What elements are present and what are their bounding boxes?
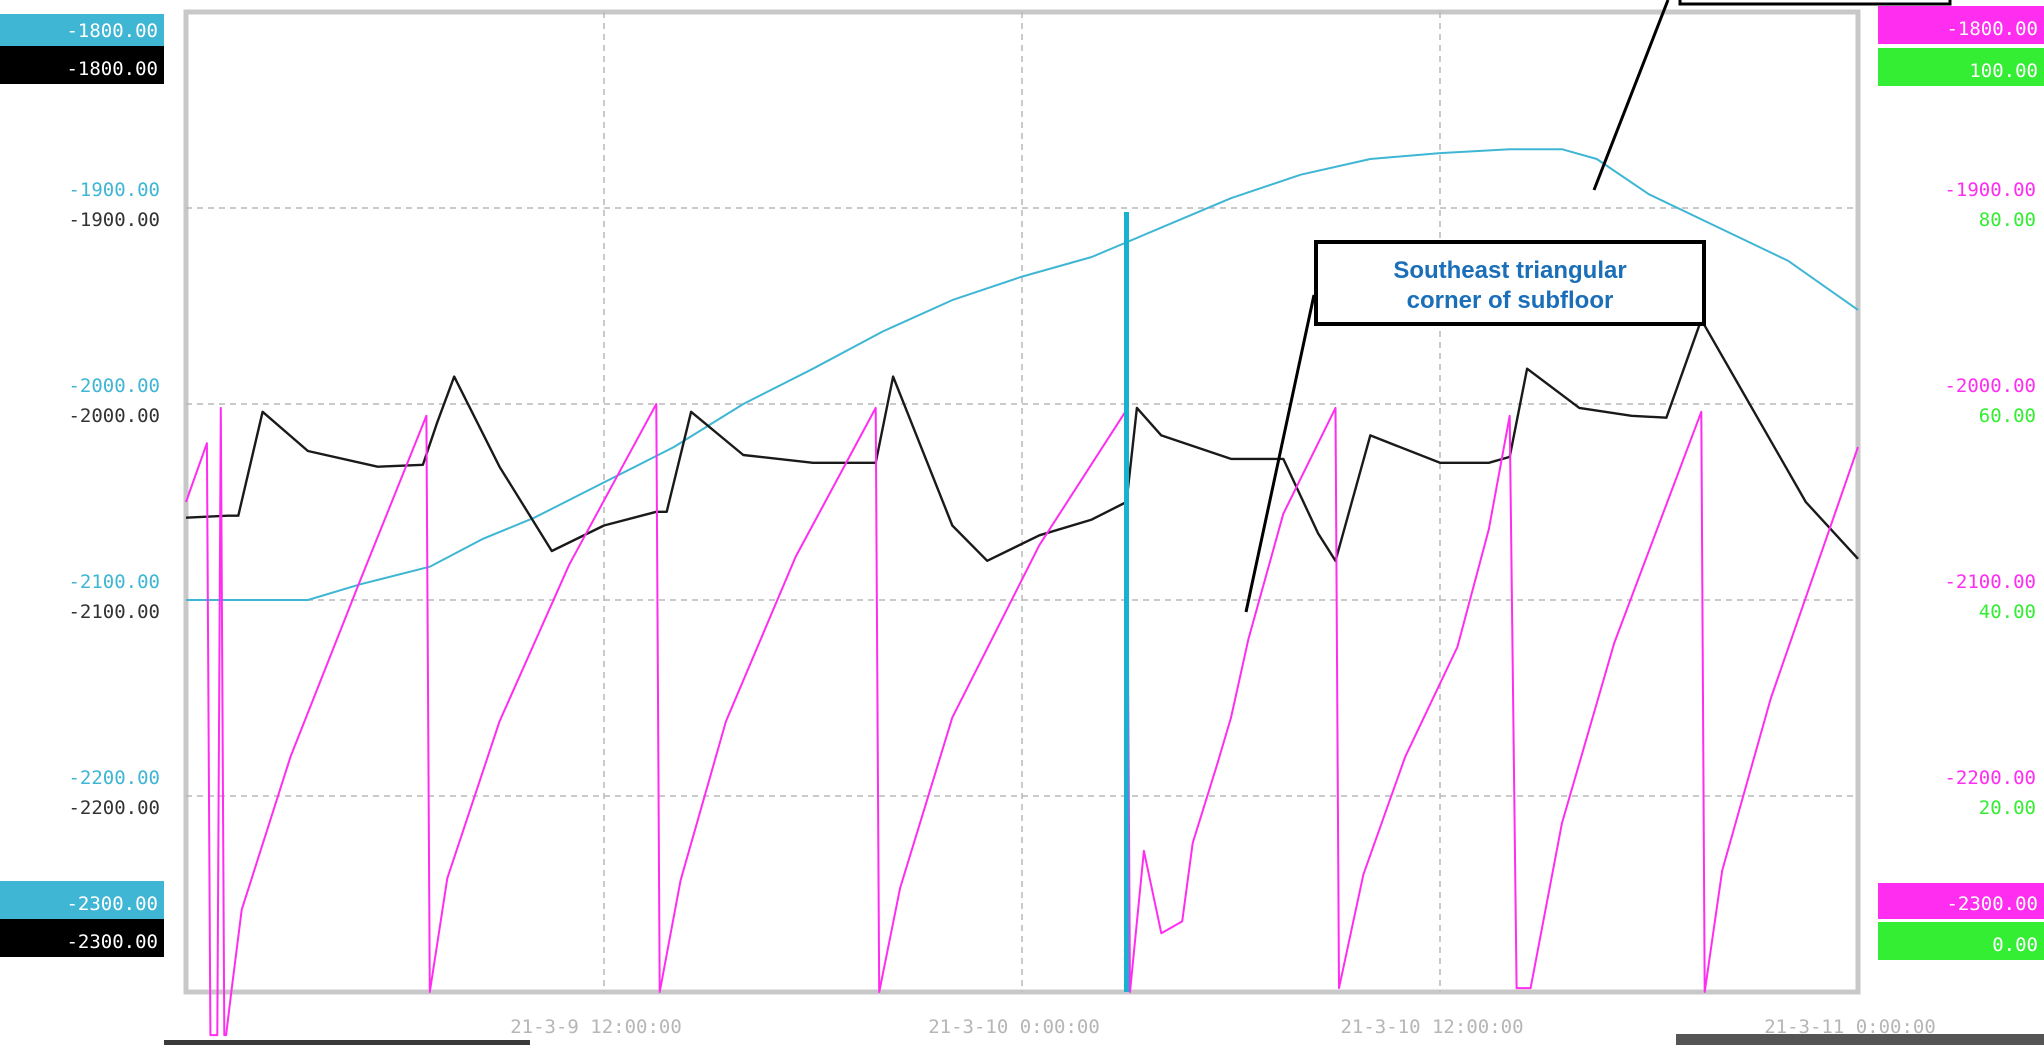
left-axis-bottom-black-box <box>0 919 164 957</box>
left-tick-label-black: -2000.00 <box>68 405 160 427</box>
right-axis-bottom-magenta-box <box>1878 883 2044 919</box>
annotation-box-southeast <box>1314 240 1706 326</box>
right-tick-label-green: 60.00 <box>1979 405 2036 427</box>
right-axis-top-green-box <box>1878 48 2044 86</box>
left-axis-bottom-cyan-box <box>0 881 164 919</box>
left-axis-top-black-box <box>0 46 164 84</box>
right-axis-top-magenta-box <box>1878 6 2044 44</box>
right-axis-bottom-magenta: -2300.00 <box>1946 893 2038 915</box>
right-axis-top-green: 100.00 <box>1969 60 2038 82</box>
left-tick-label-black: -2200.00 <box>68 797 160 819</box>
bottom-scrollbar-left <box>164 1040 530 1045</box>
left-axis-bottom-cyan: -2300.00 <box>66 893 158 915</box>
right-tick-label-magenta: -2200.00 <box>1944 767 2036 789</box>
x-tick-label: 21-3-11 0:00:00 <box>1764 1016 1936 1038</box>
series-line-black <box>185 318 1859 562</box>
series-line-cyan <box>186 148 1859 601</box>
right-tick-label-green: 40.00 <box>1979 601 2036 623</box>
annotation-leader-southeast <box>1244 294 1316 613</box>
bottom-scrollbar-right <box>1676 1034 2044 1045</box>
right-axis-bottom-green: 0.00 <box>1992 934 2038 956</box>
right-axis-bottom-green-box <box>1878 922 2044 960</box>
x-tick-label: 21-3-10 12:00:00 <box>1340 1016 1523 1038</box>
annotation-box-top-partial <box>1678 0 1952 6</box>
left-tick-label-cyan: -2000.00 <box>68 375 160 397</box>
right-tick-label-magenta: -1900.00 <box>1944 179 2036 201</box>
left-axis-top-cyan-box <box>0 14 164 46</box>
x-tick-label: 21-3-10 0:00:00 <box>928 1016 1100 1038</box>
right-tick-label-magenta: -2000.00 <box>1944 375 2036 397</box>
left-tick-label-cyan: -1900.00 <box>68 179 160 201</box>
annotation-text-line: corner of subfloor <box>1407 287 1614 314</box>
x-tick-label: 21-3-9 12:00:00 <box>510 1016 682 1038</box>
annotation-text-line: Southeast triangular <box>1393 257 1626 284</box>
left-axis-top-cyan: -1800.00 <box>66 20 158 42</box>
annotation-leader-top <box>1592 0 1670 191</box>
series-line-magenta <box>185 403 1859 1037</box>
right-tick-label-magenta: -2100.00 <box>1944 571 2036 593</box>
right-axis-top-magenta: -1800.00 <box>1946 18 2038 40</box>
left-tick-label-cyan: -2200.00 <box>68 767 160 789</box>
left-tick-label-cyan: -2100.00 <box>68 571 160 593</box>
left-tick-label-black: -1900.00 <box>68 209 160 231</box>
right-tick-label-green: 80.00 <box>1979 209 2036 231</box>
right-tick-label-green: 20.00 <box>1979 797 2036 819</box>
left-axis-top-black: -1800.00 <box>66 58 158 80</box>
left-axis-bottom-black: -2300.00 <box>66 931 158 953</box>
left-tick-label-black: -2100.00 <box>68 601 160 623</box>
